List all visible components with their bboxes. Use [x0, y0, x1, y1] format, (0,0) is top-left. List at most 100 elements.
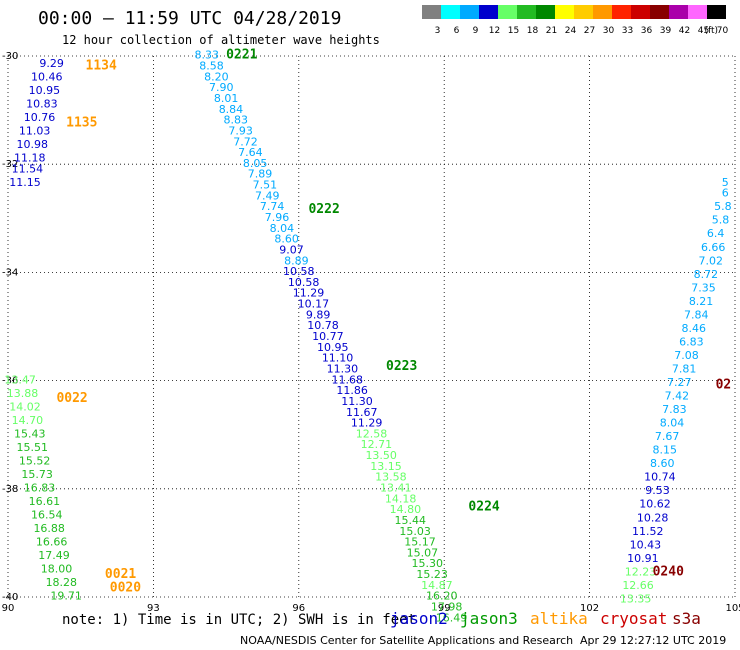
swh-value: 10.83 — [26, 97, 58, 110]
swh-value: 18.00 — [41, 563, 73, 576]
swh-value: 7.84 — [684, 308, 709, 321]
swh-value: 10.78 — [307, 319, 339, 332]
legend-label: 12 — [489, 26, 500, 36]
swh-value: 8.60 — [650, 457, 675, 470]
pass-time-label: 0022 — [56, 391, 87, 406]
swh-value: 11.67 — [346, 406, 378, 419]
swh-value: 13.47 — [4, 373, 36, 386]
swh-value: 7.90 — [209, 81, 234, 94]
swh-value: 16.83 — [24, 482, 56, 495]
swh-value: 15.43 — [14, 427, 46, 440]
swh-value: 8.33 — [194, 49, 219, 62]
legend-swatch — [650, 5, 669, 19]
swh-value: 6.66 — [701, 241, 726, 254]
legend-swatch — [688, 5, 707, 19]
swh-value: 10.76 — [24, 111, 56, 124]
legend-label: 42 — [679, 26, 690, 36]
swh-value: 7.89 — [248, 168, 273, 181]
pass-time-label: 02 — [716, 378, 732, 393]
swh-value: 6 — [722, 187, 729, 200]
pass-time-label: 0021 — [105, 567, 136, 582]
legend-label: 21 — [546, 26, 557, 36]
swh-value: 8.20 — [204, 70, 229, 83]
credits: NOAA/NESDIS Center for Satellite Applica… — [240, 634, 574, 647]
swh-value: 11.68 — [332, 373, 364, 386]
swh-value: 10.91 — [627, 552, 659, 565]
swh-value: 10.58 — [283, 265, 315, 278]
legend-swatch — [555, 5, 574, 19]
y-tick-label: -32 — [2, 159, 18, 170]
swh-value: 11.10 — [322, 352, 354, 365]
swh-value: 14.87 — [421, 579, 453, 592]
legend-swatch — [441, 5, 460, 19]
swh-value: 14.18 — [385, 492, 417, 505]
swh-value: 8.21 — [689, 295, 714, 308]
swh-value: 12.71 — [361, 438, 393, 451]
swh-value: 15.17 — [404, 536, 436, 549]
swh-value: 11.18 — [14, 151, 46, 164]
swh-value: 7.51 — [253, 179, 278, 192]
swh-value: 5.8 — [712, 214, 730, 227]
swh-value: 14.70 — [12, 414, 44, 427]
swh-value: 10.95 — [29, 84, 61, 97]
swh-value: 15.73 — [21, 468, 53, 481]
pass-time-label: 1135 — [66, 115, 97, 130]
swh-value: 5.8 — [714, 200, 732, 213]
swh-value: 8.58 — [199, 60, 224, 73]
swh-value: 11.86 — [336, 384, 368, 397]
swh-value: 8.84 — [219, 103, 244, 116]
page-subtitle: 12 hour collection of altimeter wave hei… — [62, 33, 380, 47]
swh-value: 15.52 — [19, 454, 51, 467]
pass-time-label: 0224 — [468, 499, 499, 514]
legend-swatch — [574, 5, 593, 19]
swh-value: 8.04 — [660, 417, 685, 430]
swh-value: 8.89 — [284, 254, 309, 267]
pass-time-label: 0223 — [386, 359, 417, 374]
swh-value: 15.23 — [416, 568, 448, 581]
legend-swatch — [479, 5, 498, 19]
pass-time-label: 0222 — [308, 202, 339, 217]
swh-value: 13.15 — [370, 460, 402, 473]
swh-value: 10.28 — [637, 511, 669, 524]
sat-s3a: s3a — [672, 609, 701, 628]
swh-value: 16.88 — [33, 522, 65, 535]
swh-value: 11.30 — [341, 395, 373, 408]
swh-value: 10.95 — [317, 341, 349, 354]
legend-unit: (ft) — [704, 26, 718, 36]
swh-value: 10.74 — [644, 471, 676, 484]
swh-value: 7.74 — [260, 200, 285, 213]
swh-value: 16.54 — [31, 509, 63, 522]
x-tick-label: 99 — [438, 603, 451, 614]
swh-value: 15.07 — [407, 546, 439, 559]
swh-value: 7.08 — [674, 349, 699, 362]
legend-swatch — [422, 5, 441, 19]
swh-value: 8.15 — [652, 444, 677, 457]
swh-value: 7.27 — [667, 376, 692, 389]
swh-value: 8.60 — [274, 233, 299, 246]
legend-label: 36 — [641, 26, 653, 36]
swh-value: 7.72 — [233, 135, 258, 148]
swh-value: 8.04 — [270, 222, 295, 235]
swh-value: 14.02 — [9, 400, 41, 413]
pass-time-label: 0020 — [110, 581, 141, 596]
legend-label: 18 — [527, 26, 539, 36]
legend-label: 70 — [717, 26, 729, 36]
sat-jason2: jason2 — [390, 609, 448, 628]
swh-value: 8.72 — [694, 268, 719, 281]
swh-value: 11.03 — [19, 124, 51, 137]
legend-label: 24 — [565, 26, 577, 36]
swh-value: 10.17 — [298, 298, 330, 311]
legend-swatch — [593, 5, 612, 19]
x-tick-label: 93 — [147, 603, 160, 614]
legend-label: 3 — [435, 26, 441, 36]
swh-value: 13.35 — [620, 592, 652, 605]
legend-swatch — [612, 5, 631, 19]
swh-value: 15.44 — [395, 514, 427, 527]
y-tick-label: -40 — [2, 592, 18, 603]
y-tick-label: -38 — [2, 484, 18, 495]
page-title: 00:00 – 11:59 UTC 04/28/2019 — [38, 8, 342, 29]
x-tick-label: 102 — [580, 603, 599, 614]
swh-value: 8.83 — [224, 114, 249, 127]
swh-value: 11.29 — [351, 417, 383, 430]
sat-altika: altika — [530, 609, 588, 628]
